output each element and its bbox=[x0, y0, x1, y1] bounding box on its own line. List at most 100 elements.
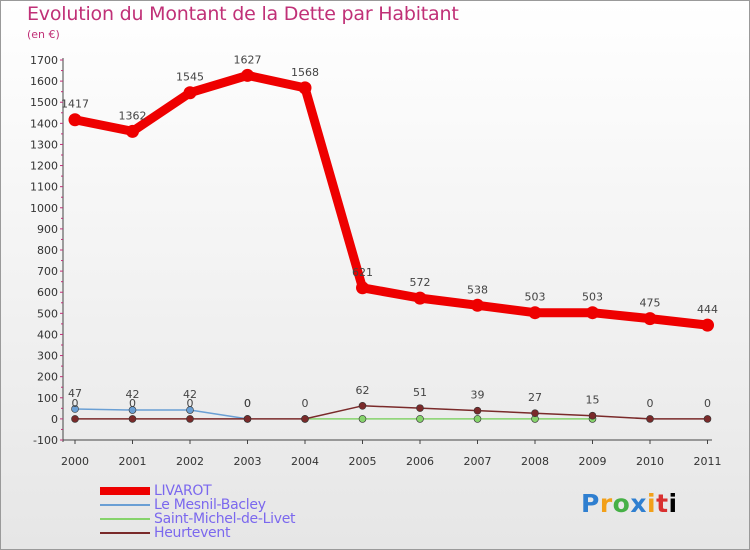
data-point bbox=[473, 406, 482, 415]
data-point bbox=[356, 281, 369, 295]
y-tick-label: 900 bbox=[37, 223, 58, 236]
legend-item-heurtevent: Heurtevent bbox=[100, 525, 400, 541]
data-label: 0 bbox=[187, 397, 194, 410]
x-tick-label: 2010 bbox=[636, 455, 664, 468]
logo-letter: x bbox=[630, 489, 647, 518]
legend: LIVAROT Le Mesnil-Bacley Saint-Michel-de… bbox=[100, 483, 400, 541]
legend-item-saint-michel-de-livet: Saint-Michel-de-Livet bbox=[100, 511, 400, 527]
y-tick-label: 1100 bbox=[30, 181, 58, 194]
data-label: 1627 bbox=[234, 53, 262, 66]
y-tick-label: 1600 bbox=[30, 75, 58, 88]
data-label: 42 bbox=[183, 388, 197, 401]
data-label: 62 bbox=[356, 384, 370, 397]
legend-label-le-mesnil-bacley: Le Mesnil-Bacley bbox=[154, 497, 266, 513]
data-label: 47 bbox=[68, 387, 82, 400]
y-tick-label: 200 bbox=[37, 371, 58, 384]
legend-label-heurtevent: Heurtevent bbox=[154, 525, 231, 541]
data-label: 0 bbox=[647, 397, 654, 410]
data-label: 1417 bbox=[61, 98, 89, 111]
x-tick-label: 2005 bbox=[349, 455, 377, 468]
data-label: 475 bbox=[640, 297, 661, 310]
data-label: 538 bbox=[467, 283, 488, 296]
chart-subtitle: (en €) bbox=[27, 28, 60, 41]
x-tick-label: 2006 bbox=[406, 455, 434, 468]
data-point bbox=[416, 415, 424, 423]
data-point bbox=[298, 81, 312, 95]
data-point bbox=[183, 86, 197, 100]
data-point bbox=[358, 401, 367, 410]
series-line-le-mesnil-bacley bbox=[74, 408, 249, 420]
x-tick-label: 2004 bbox=[291, 455, 319, 468]
data-point bbox=[416, 404, 424, 412]
data-point bbox=[128, 415, 137, 423]
data-label: 0 bbox=[244, 397, 251, 410]
y-tick-label: 1400 bbox=[30, 117, 58, 130]
y-tick-label: 300 bbox=[37, 350, 58, 363]
logo-letter: o bbox=[612, 489, 631, 518]
data-point bbox=[413, 291, 427, 305]
data-label: 27 bbox=[528, 391, 542, 404]
logo-letter: t bbox=[656, 489, 669, 518]
x-tick-label: 2011 bbox=[694, 455, 722, 468]
data-point bbox=[243, 415, 252, 423]
y-tick-label: 400 bbox=[37, 328, 58, 341]
data-point bbox=[358, 415, 367, 423]
data-point bbox=[643, 312, 657, 326]
data-point bbox=[71, 405, 79, 413]
data-point bbox=[528, 306, 542, 320]
data-label: 39 bbox=[471, 389, 485, 402]
y-tick-label: 1200 bbox=[30, 160, 58, 173]
data-label: 0 bbox=[244, 397, 251, 410]
data-label: 1568 bbox=[291, 66, 319, 79]
x-tick-label: 2000 bbox=[61, 455, 89, 468]
series-line-heurtevent bbox=[74, 405, 709, 420]
x-tick-label: 2009 bbox=[579, 455, 607, 468]
data-point bbox=[586, 306, 599, 320]
data-point bbox=[703, 415, 712, 423]
data-label: 0 bbox=[704, 397, 711, 410]
y-tick-label: 1300 bbox=[30, 138, 58, 151]
legend-label-livarot: LIVAROT bbox=[154, 483, 212, 499]
data-label: 503 bbox=[582, 291, 603, 304]
x-tick-label: 2007 bbox=[464, 455, 492, 468]
data-point bbox=[301, 415, 309, 423]
data-point bbox=[186, 406, 194, 414]
legend-swatch-saint-michel-de-livet bbox=[100, 518, 150, 520]
y-tick-label: -100 bbox=[33, 434, 58, 447]
data-label: 0 bbox=[302, 397, 309, 410]
legend-swatch-heurtevent bbox=[100, 532, 150, 534]
y-tick-label: 800 bbox=[37, 244, 58, 257]
data-point bbox=[126, 124, 139, 138]
data-point bbox=[701, 318, 714, 332]
y-tick-label: 1700 bbox=[30, 54, 58, 67]
data-label: 444 bbox=[697, 303, 718, 316]
x-tick-label: 2001 bbox=[119, 455, 147, 468]
data-point bbox=[128, 406, 137, 414]
legend-item-le-mesnil-bacley: Le Mesnil-Bacley bbox=[100, 497, 400, 513]
logo-letter: i bbox=[647, 489, 657, 518]
y-tick-label: 500 bbox=[37, 307, 58, 320]
x-tick-label: 2008 bbox=[521, 455, 549, 468]
logo-letter: P bbox=[581, 489, 600, 518]
y-tick-label: 1500 bbox=[30, 96, 58, 109]
data-point bbox=[531, 409, 539, 417]
logo-letter: i bbox=[668, 489, 678, 518]
chart-title: Evolution du Montant de la Dette par Hab… bbox=[27, 3, 459, 25]
data-point bbox=[471, 298, 484, 312]
data-label: 51 bbox=[413, 386, 427, 399]
y-tick-label: 600 bbox=[37, 286, 58, 299]
y-tick-label: 700 bbox=[37, 265, 58, 278]
legend-item-livarot: LIVAROT bbox=[100, 483, 400, 499]
proxiti-logo: Proxiti bbox=[581, 489, 678, 518]
data-label: 0 bbox=[129, 397, 136, 410]
data-label: 1545 bbox=[176, 71, 204, 84]
data-point bbox=[646, 415, 654, 423]
data-label: 621 bbox=[352, 266, 373, 279]
logo-letter: r bbox=[599, 489, 613, 518]
legend-label-saint-michel-de-livet: Saint-Michel-de-Livet bbox=[154, 511, 296, 527]
y-tick-label: 0 bbox=[51, 413, 58, 426]
legend-swatch-livarot bbox=[100, 487, 150, 495]
data-point bbox=[241, 68, 254, 82]
